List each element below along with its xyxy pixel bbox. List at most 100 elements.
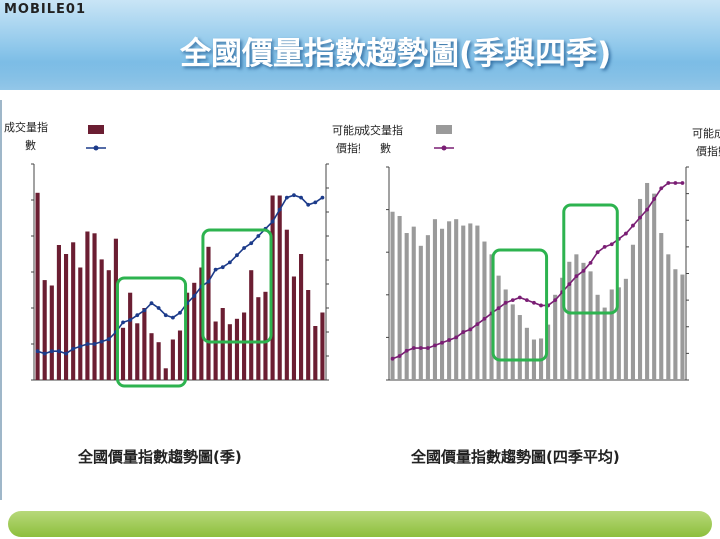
- price-index-marker: [503, 300, 508, 305]
- footer-bar: [8, 511, 712, 537]
- price-index-marker: [49, 349, 54, 354]
- price-index-marker: [645, 207, 650, 212]
- price-index-marker: [659, 186, 664, 191]
- volume-bar: [142, 308, 147, 380]
- volume-bar: [439, 228, 445, 380]
- price-index-marker: [496, 306, 501, 311]
- price-index-marker: [35, 349, 40, 354]
- volume-bar: [99, 259, 104, 380]
- volume-bar: [673, 269, 678, 380]
- price-index-marker: [418, 346, 423, 350]
- volume-bar: [299, 254, 304, 380]
- price-index-marker: [106, 337, 111, 342]
- volume-bar: [284, 229, 289, 380]
- volume-bar: [602, 307, 607, 380]
- volume-bar: [489, 254, 494, 380]
- volume-bar: [185, 292, 190, 380]
- price-index-marker: [299, 195, 303, 200]
- volume-bar: [128, 292, 133, 380]
- left-axis-label: 成交量指: [4, 120, 48, 134]
- left-axis-label-2: 數: [380, 142, 391, 155]
- price-index-marker: [425, 346, 430, 350]
- price-index-marker: [121, 320, 125, 325]
- price-index-marker: [64, 351, 68, 356]
- volume-bar: [468, 223, 473, 380]
- volume-bar: [404, 233, 409, 380]
- price-index-marker: [411, 346, 416, 350]
- volume-bar: [517, 315, 522, 380]
- left-axis-label-2: 數: [25, 139, 36, 152]
- volume-bar: [397, 215, 402, 380]
- volume-bar: [149, 333, 154, 380]
- slide-header: MOBILE01 全國價量指數趨勢圖(季與四季): [0, 0, 720, 90]
- volume-bar: [496, 275, 501, 380]
- slide-title: 全國價量指數趨勢圖(季與四季): [180, 36, 612, 72]
- price-index-marker: [277, 207, 282, 212]
- price-index-marker: [313, 200, 318, 205]
- price-index-marker: [539, 303, 543, 308]
- volume-bar: [680, 274, 685, 380]
- price-index-marker: [666, 181, 671, 185]
- volume-bar: [42, 280, 47, 380]
- price-index-marker: [78, 344, 83, 349]
- price-index-marker: [390, 356, 395, 361]
- price-index-marker: [631, 223, 635, 228]
- volume-bar: [595, 294, 600, 380]
- right-axis-label: 可能成交: [332, 123, 360, 137]
- price-index-marker: [270, 219, 275, 224]
- volume-bar: [574, 254, 579, 380]
- volume-bar: [177, 330, 183, 380]
- volume-bar: [263, 291, 268, 380]
- price-index-marker: [71, 346, 76, 351]
- price-index-marker: [306, 202, 311, 207]
- volume-bar: [320, 312, 325, 380]
- volume-bar: [666, 254, 671, 380]
- volume-bar: [390, 211, 395, 380]
- price-index-marker: [680, 181, 685, 185]
- price-index-marker: [581, 268, 586, 273]
- volume-bar: [418, 245, 423, 380]
- volume-bar: [637, 198, 643, 380]
- volume-bar: [170, 339, 175, 380]
- volume-bar: [411, 226, 416, 380]
- volume-bar: [503, 289, 508, 380]
- price-index-marker: [99, 339, 104, 344]
- price-index-marker: [170, 315, 175, 320]
- volume-bar: [192, 282, 197, 380]
- volume-bar: [652, 193, 657, 380]
- price-index-marker: [652, 197, 657, 201]
- price-index-marker: [320, 195, 325, 200]
- legend-bar-swatch: [436, 125, 452, 134]
- volume-bar: [56, 245, 61, 380]
- volume-bar: [616, 287, 621, 380]
- price-index-marker: [206, 279, 211, 284]
- volume-bar: [156, 342, 161, 380]
- price-index-marker: [163, 313, 168, 318]
- price-index-marker: [567, 282, 572, 287]
- volume-bar: [92, 233, 97, 380]
- highlight-box: [562, 203, 619, 315]
- price-index-marker: [482, 316, 487, 321]
- volume-bar: [306, 290, 311, 380]
- price-index-marker: [57, 349, 61, 354]
- price-index-marker: [235, 253, 239, 258]
- volume-bar: [567, 261, 572, 380]
- volume-bar: [475, 225, 480, 380]
- highlight-box: [201, 228, 273, 344]
- volume-bar: [213, 321, 218, 380]
- volume-bar: [461, 225, 466, 380]
- price-index-marker: [595, 250, 600, 255]
- price-index-marker: [92, 342, 97, 346]
- price-index-marker: [256, 234, 261, 238]
- price-index-marker: [454, 335, 459, 340]
- highlight-box: [115, 276, 188, 388]
- price-index-marker: [447, 338, 452, 342]
- price-index-marker: [227, 260, 232, 265]
- volume-bar: [454, 219, 459, 380]
- price-index-marker: [468, 327, 473, 332]
- volume-bar: [249, 270, 254, 380]
- left-frame-line: [0, 100, 2, 500]
- price-index-marker: [128, 318, 133, 322]
- price-index-marker: [532, 300, 536, 305]
- volume-bar: [510, 304, 515, 380]
